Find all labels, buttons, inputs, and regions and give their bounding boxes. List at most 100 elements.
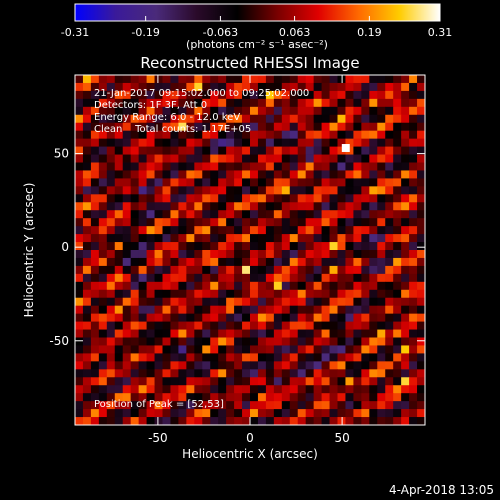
heatmap-cell	[234, 393, 243, 402]
heatmap-cell	[146, 353, 155, 362]
heatmap-cell	[130, 393, 140, 402]
heatmap-cell	[122, 130, 132, 140]
heatmap-cell	[401, 369, 410, 378]
heatmap-cell	[273, 242, 283, 251]
heatmap-cell	[242, 186, 251, 195]
heatmap-cell	[194, 146, 203, 155]
heatmap-cell	[178, 75, 187, 84]
heatmap-cell	[154, 242, 163, 251]
heatmap-cell	[82, 130, 92, 140]
heatmap-cell	[75, 250, 84, 259]
heatmap-cell	[305, 393, 315, 402]
heatmap-cell	[130, 234, 140, 243]
heatmap-cell	[162, 162, 171, 171]
heatmap-cell	[289, 250, 299, 259]
heatmap-cell	[281, 130, 291, 140]
heatmap-cell	[337, 122, 346, 132]
heatmap-cell	[321, 170, 330, 179]
heatmap-cell	[210, 377, 219, 386]
heatmap-cell	[257, 313, 267, 322]
heatmap-cell	[178, 170, 187, 179]
heatmap-cell	[122, 82, 132, 92]
heatmap-cell	[289, 210, 299, 219]
heatmap-cell	[281, 226, 291, 235]
heatmap-cell	[401, 297, 410, 307]
heatmap-cell	[162, 218, 171, 227]
heatmap-cell	[202, 242, 211, 251]
heatmap-cell	[257, 186, 267, 195]
heatmap-cell	[138, 194, 147, 203]
heatmap-cell	[226, 186, 235, 195]
heatmap-cell	[257, 305, 267, 315]
heatmap-cell	[170, 218, 179, 227]
heatmap-cell	[377, 401, 386, 410]
colorbar-ticks: -0.31 -0.19 -0.063 0.063 0.19 0.31	[61, 16, 452, 39]
heatmap-cell	[377, 170, 386, 179]
heatmap-cell	[186, 122, 195, 132]
heatmap-cell	[186, 82, 195, 92]
heatmap-cell	[106, 162, 116, 171]
heatmap-cell	[138, 98, 147, 108]
heatmap-cell	[162, 289, 171, 299]
heatmap-cell	[114, 393, 124, 402]
heatmap-cell	[75, 393, 84, 402]
heatmap-cell	[297, 281, 307, 291]
heatmap-cell	[234, 170, 243, 179]
heatmap-cell	[417, 297, 426, 307]
heatmap-cell	[393, 154, 402, 163]
heatmap-cell	[289, 417, 299, 426]
heatmap-cell	[146, 170, 155, 179]
heatmap-cell	[361, 257, 370, 267]
heatmap-cell	[265, 114, 275, 124]
heatmap-cell	[250, 273, 259, 283]
heatmap-cell	[385, 138, 394, 147]
heatmap-cell	[385, 409, 394, 418]
heatmap-cell	[75, 321, 84, 330]
heatmap-cell	[377, 146, 386, 155]
heatmap-cell	[393, 313, 402, 322]
heatmap-cell	[329, 409, 338, 418]
heatmap-cell	[321, 377, 330, 386]
heatmap-cell	[361, 138, 370, 147]
heatmap-cell	[162, 202, 171, 211]
heatmap-cell	[178, 321, 187, 330]
heatmap-cell	[186, 369, 195, 378]
heatmap-cell	[162, 90, 171, 100]
heatmap-cell	[313, 226, 322, 235]
heatmap-cell	[281, 401, 291, 410]
heatmap-cell	[226, 130, 235, 140]
heatmap-cell	[154, 234, 163, 243]
heatmap-cell	[194, 393, 203, 402]
heatmap-cell	[393, 130, 402, 140]
heatmap-cell	[265, 122, 275, 132]
heatmap-cell	[409, 305, 418, 315]
heatmap-cell	[154, 273, 163, 283]
heatmap-cell	[321, 90, 330, 100]
heatmap-cell	[154, 250, 163, 259]
heatmap-cell	[377, 281, 386, 291]
heatmap-cell	[409, 257, 418, 267]
heatmap-cell	[329, 345, 338, 354]
heatmap-cell	[242, 170, 251, 179]
heatmap-cell	[82, 289, 92, 299]
heatmap-cell	[106, 385, 116, 394]
heatmap-cell	[82, 250, 92, 259]
heatmap-cell	[361, 353, 370, 362]
heatmap-cell	[313, 281, 322, 291]
heatmap-cell	[202, 377, 211, 386]
heatmap-cell	[218, 162, 227, 171]
heatmap-cell	[257, 242, 267, 251]
heatmap-cell	[417, 401, 426, 410]
heatmap-cell	[130, 337, 140, 346]
heatmap-cell	[337, 353, 346, 362]
heatmap-cell	[218, 345, 227, 354]
heatmap-cell	[154, 210, 163, 219]
heatmap-cell	[273, 369, 283, 378]
heatmap-cell	[75, 377, 84, 386]
heatmap-cell	[321, 162, 330, 171]
heatmap-cell	[257, 226, 267, 235]
heatmap-cell	[265, 202, 275, 211]
heatmap-cell	[226, 281, 235, 291]
colorbar-tick-label: -0.31	[61, 26, 89, 39]
heatmap-cell	[377, 329, 386, 338]
